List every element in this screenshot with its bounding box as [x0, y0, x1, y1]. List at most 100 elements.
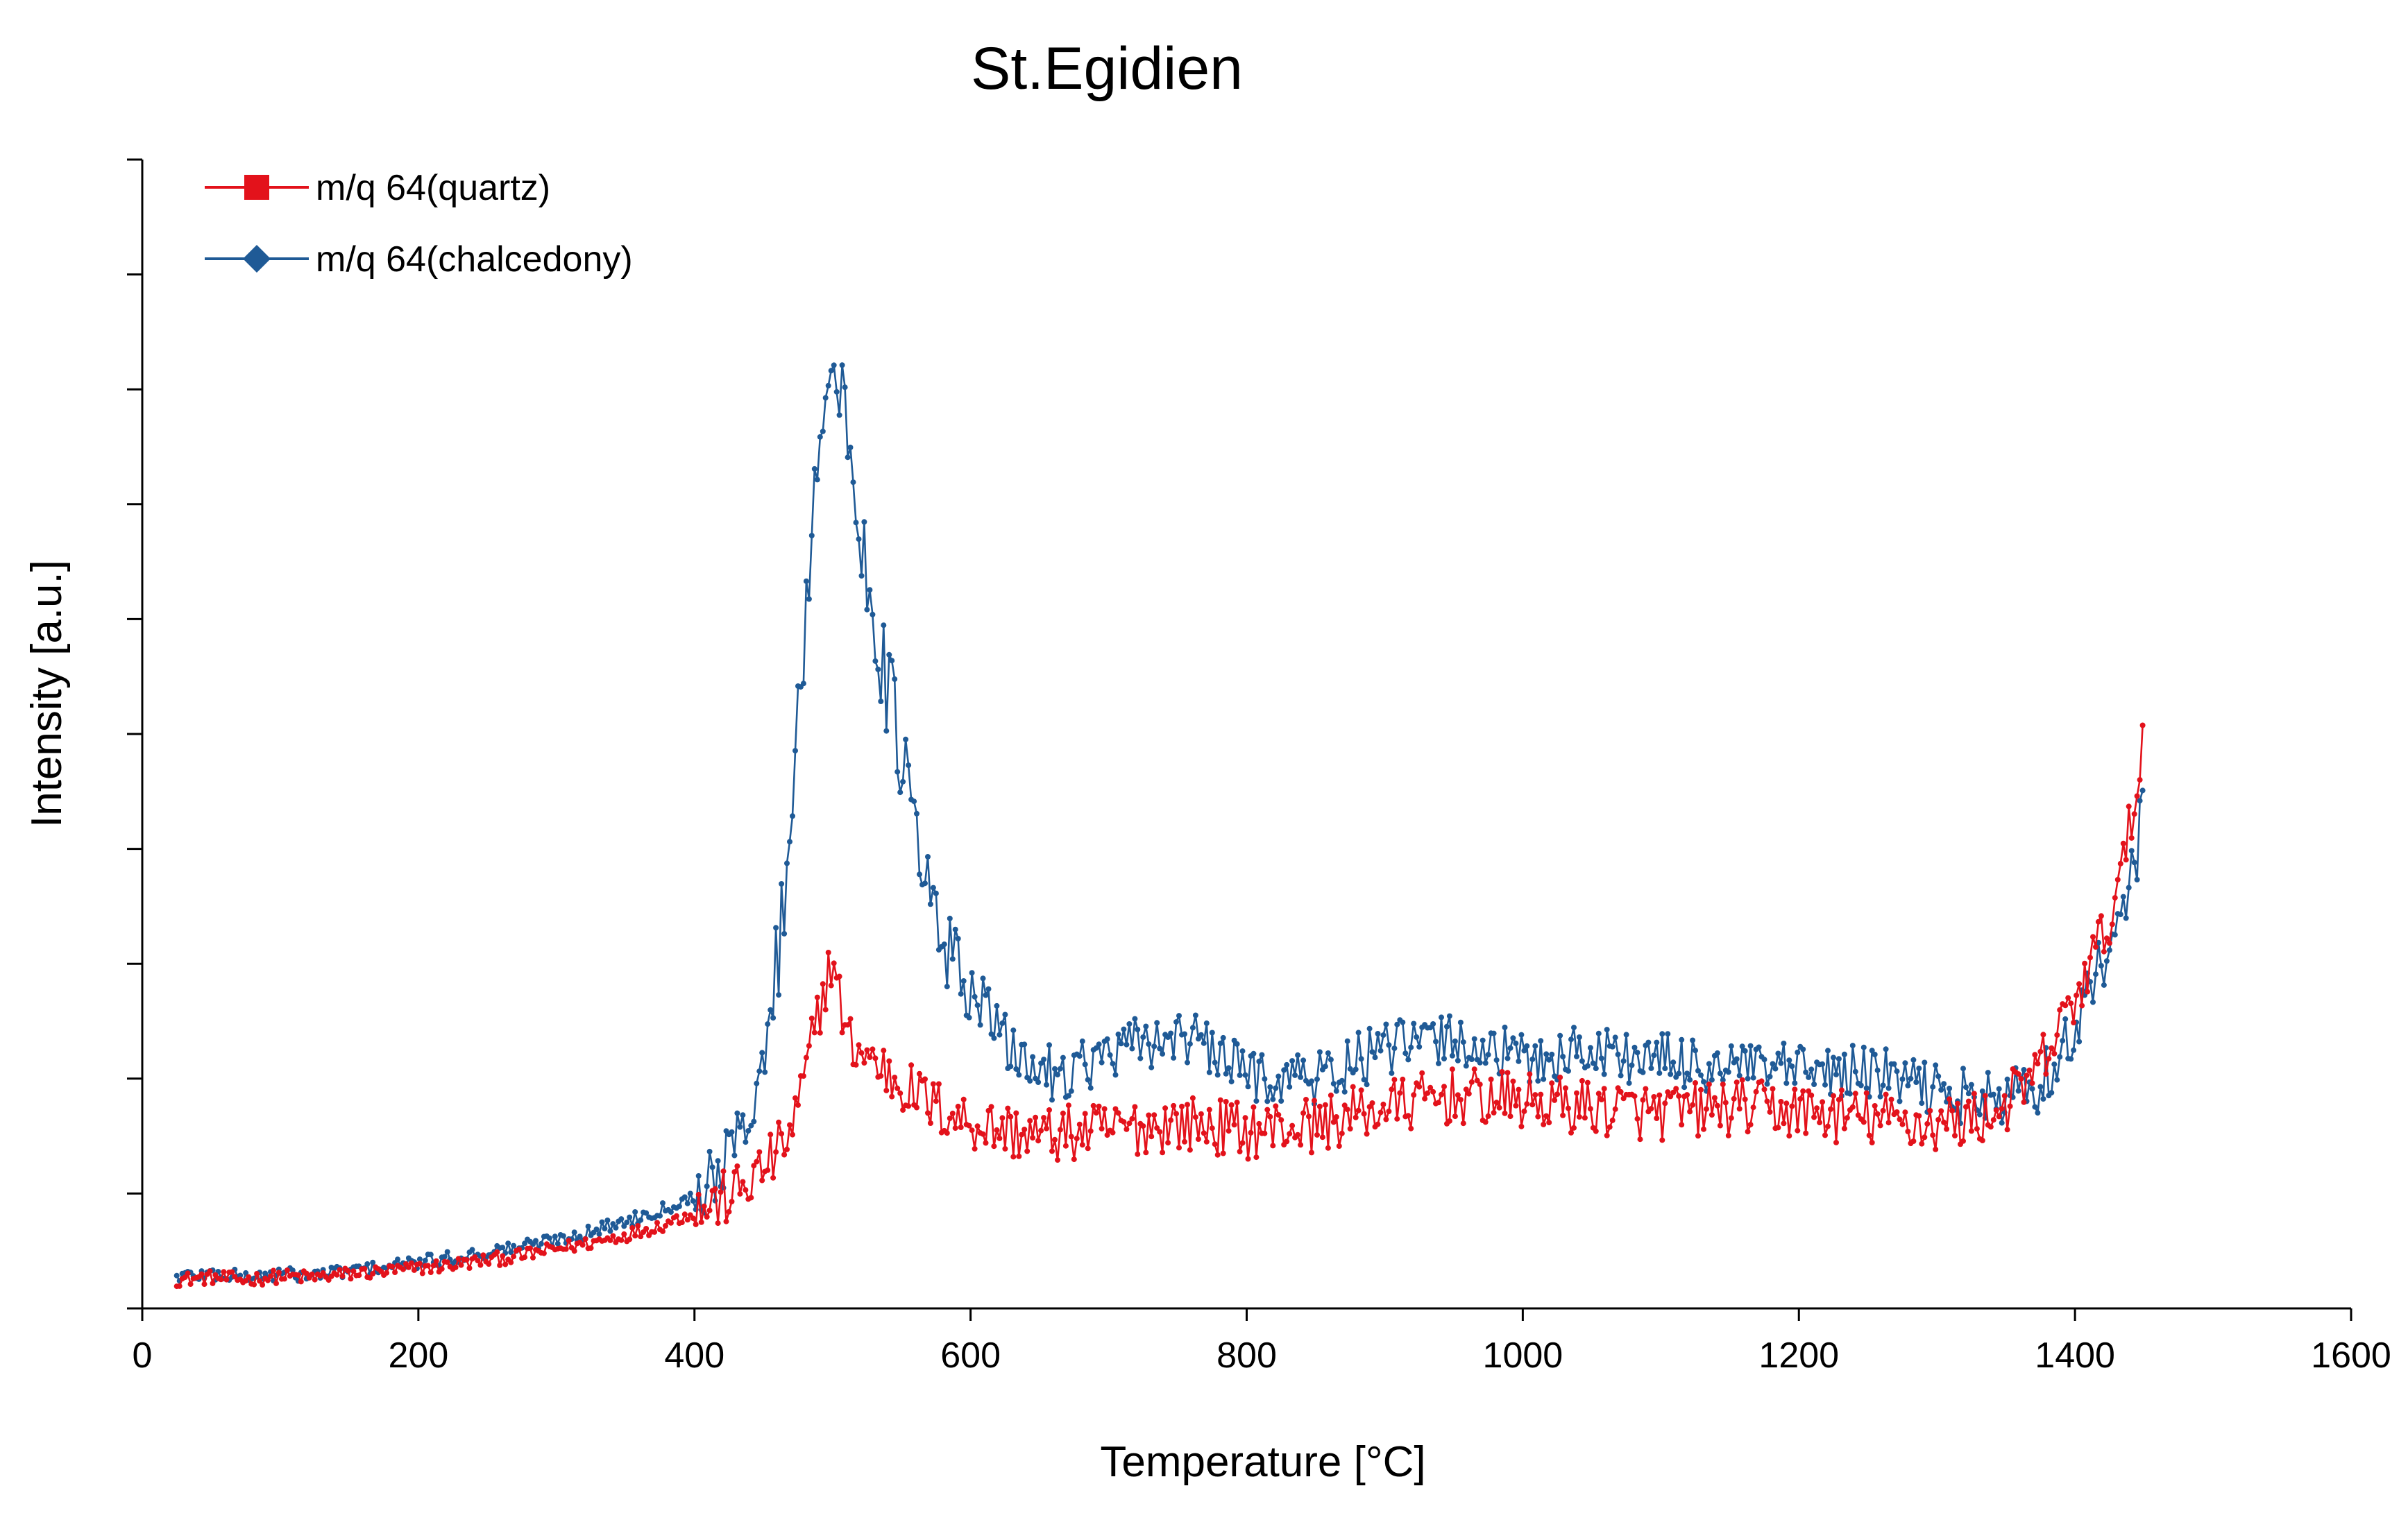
data-point	[1264, 1107, 1271, 1113]
data-point	[1044, 1125, 1049, 1132]
data-point	[1112, 1106, 1119, 1112]
data-point	[500, 1245, 506, 1251]
data-point	[1789, 1064, 1795, 1069]
data-point	[817, 434, 823, 440]
data-point	[1905, 1082, 1911, 1088]
data-point	[1146, 1112, 1152, 1118]
data-point	[1803, 1130, 1809, 1136]
data-point	[1665, 1089, 1671, 1095]
data-point	[820, 428, 826, 434]
data-point	[1126, 1120, 1133, 1127]
data-point	[1212, 1141, 1218, 1147]
data-point	[2021, 1067, 2027, 1073]
data-point	[930, 885, 936, 891]
data-point	[1046, 1107, 1052, 1113]
data-point	[1891, 1061, 1897, 1067]
data-point	[339, 1273, 346, 1279]
data-point	[1924, 1120, 1931, 1127]
data-point	[1869, 1048, 1875, 1054]
data-point	[1513, 1040, 1519, 1046]
data-point	[1206, 1107, 1212, 1113]
data-point	[1728, 1043, 1734, 1049]
data-point	[1894, 1109, 1900, 1115]
data-point	[668, 1209, 674, 1215]
data-point	[2131, 811, 2137, 817]
data-point	[1355, 1107, 1362, 1113]
data-point	[1949, 1107, 1956, 1113]
data-point	[1316, 1049, 1323, 1055]
data-point	[2037, 1084, 2044, 1090]
data-point	[1877, 1122, 1883, 1129]
data-point	[991, 1035, 997, 1041]
data-point	[776, 992, 782, 998]
data-point	[947, 1116, 953, 1121]
data-point	[776, 1119, 782, 1125]
data-point	[991, 1143, 997, 1150]
x-axis-title: Temperature [°C]	[1100, 1438, 1425, 1486]
data-point	[768, 1132, 774, 1138]
data-point	[1963, 1084, 1969, 1091]
data-point	[906, 762, 912, 769]
data-point	[1631, 1093, 1638, 1100]
data-point	[663, 1223, 668, 1229]
data-point	[1289, 1058, 1296, 1064]
data-point	[704, 1184, 710, 1189]
data-point	[1902, 1060, 1908, 1066]
data-point	[2079, 1002, 2085, 1009]
data-point	[1383, 1021, 1389, 1027]
data-point	[870, 1046, 876, 1052]
data-point	[1256, 1120, 1262, 1127]
data-point	[1314, 1132, 1320, 1138]
data-point	[820, 981, 826, 987]
data-point	[1665, 1031, 1671, 1037]
data-point	[803, 578, 809, 584]
data-point	[886, 651, 892, 658]
data-point	[1684, 1092, 1690, 1098]
data-point	[1010, 1027, 1017, 1034]
data-point	[610, 1221, 616, 1227]
data-point	[1455, 1057, 1461, 1064]
data-point	[2032, 1104, 2038, 1110]
data-point	[690, 1215, 696, 1222]
data-point	[695, 1191, 702, 1197]
data-point	[1695, 1133, 1701, 1139]
data-point	[1496, 1104, 1502, 1111]
data-point	[1725, 1069, 1731, 1075]
data-point	[1687, 1077, 1693, 1083]
data-point	[773, 1149, 779, 1155]
data-point	[1529, 1102, 1536, 1108]
data-point	[210, 1280, 216, 1286]
data-point	[2112, 895, 2118, 901]
x-tick-label: 1200	[1758, 1335, 1839, 1376]
data-point	[1074, 1136, 1080, 1142]
data-point	[1330, 1081, 1337, 1087]
data-point	[1168, 1030, 1174, 1036]
data-point	[952, 926, 958, 932]
data-point	[362, 1266, 368, 1272]
data-point	[1008, 1064, 1014, 1070]
series-line	[176, 725, 2144, 1288]
data-point	[985, 1107, 992, 1113]
data-point	[1897, 1098, 1903, 1104]
data-point	[2046, 1056, 2052, 1062]
data-point	[1176, 1145, 1182, 1151]
data-point	[1002, 1145, 1008, 1152]
data-point	[405, 1264, 412, 1270]
data-point	[1574, 1090, 1579, 1096]
data-point	[2049, 1090, 2055, 1096]
data-point	[681, 1211, 688, 1218]
data-point	[2103, 958, 2110, 964]
data-point	[723, 1218, 729, 1224]
data-point	[1267, 1113, 1273, 1120]
data-point	[1841, 1125, 1847, 1132]
data-point	[1623, 1032, 1629, 1038]
data-point	[1441, 1056, 1447, 1061]
data-point	[828, 982, 834, 989]
data-point	[1806, 1074, 1812, 1080]
data-point	[1452, 1038, 1458, 1044]
data-point	[2049, 1045, 2055, 1051]
data-point	[1679, 1036, 1685, 1043]
data-point	[687, 1190, 693, 1197]
data-point	[1275, 1112, 1282, 1118]
legend-marker-square	[244, 175, 269, 200]
